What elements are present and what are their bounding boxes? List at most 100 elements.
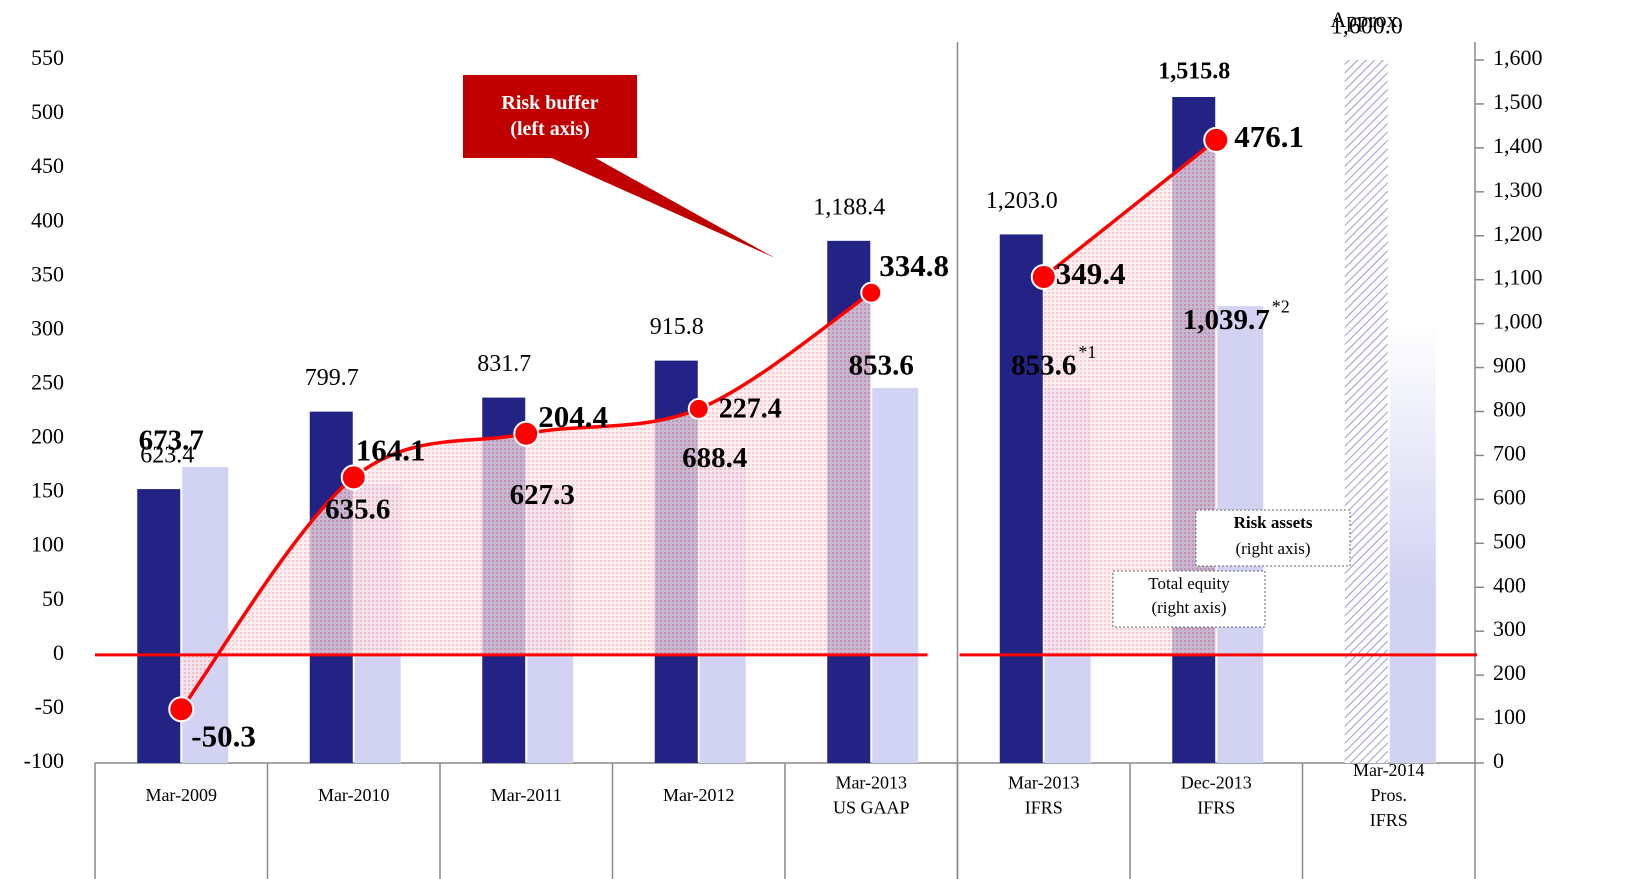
legend-name: Risk assets: [1234, 513, 1313, 532]
x-tick-label: Mar-2010: [318, 785, 390, 805]
risk-buffer-point: [687, 397, 710, 420]
risk-buffer-point: [1030, 263, 1057, 290]
total-equity-label: 623.4: [140, 443, 194, 469]
y2-tick-label: 800: [1493, 397, 1526, 422]
risk-assets-label: 853.6: [849, 350, 914, 382]
y-tick-label: -100: [24, 748, 64, 773]
y2-tick-label: 600: [1493, 484, 1526, 509]
y2-tick-label: 300: [1493, 616, 1526, 641]
y-tick-label: 150: [31, 478, 64, 503]
y-tick-label: 300: [31, 315, 64, 340]
x-tick-label: Mar-2012: [663, 785, 735, 805]
y2-tick-label: 0: [1493, 748, 1504, 773]
x-tick-label-line: Mar-2010: [318, 785, 390, 805]
x-tick-label-line: Mar-2013: [835, 773, 907, 793]
annotation: Approx.: [1330, 7, 1403, 32]
y2-tick-label: 1,200: [1493, 221, 1543, 246]
callout-name: Risk buffer: [501, 92, 598, 114]
risk-buffer-callout: Risk buffer (left axis): [463, 75, 775, 258]
callout-text: Risk buffer (left axis): [501, 92, 598, 140]
y2-tick-label: 500: [1493, 528, 1526, 553]
footnote-mark: *2: [1272, 296, 1290, 316]
y2-tick-label: 1,000: [1493, 309, 1543, 334]
risk-assets-label: 853.6: [1011, 350, 1076, 382]
risk-buffer-point: [513, 420, 540, 447]
x-tick-label-line: Mar-2012: [663, 785, 735, 805]
risk-buffer-label: 227.4: [719, 393, 782, 424]
legend-box: [1195, 509, 1351, 567]
x-tick-label-line: IFRS: [1370, 810, 1408, 830]
risk-buffer-label: 476.1: [1234, 119, 1304, 154]
x-tick-label-line: IFRS: [1197, 798, 1235, 818]
x-tick-label: Mar-2011: [491, 785, 562, 805]
risk-assets-label: 673.7: [139, 425, 204, 457]
x-tick-label: Mar-2014 Pros. IFRS: [1353, 760, 1425, 830]
total-equity-label: 831.7: [477, 351, 531, 377]
risk-buffer-point: [340, 464, 367, 491]
risk-assets-label: 627.3: [510, 479, 575, 511]
risk-buffer-point: [1203, 126, 1230, 153]
risk-buffer-label: 349.4: [1056, 256, 1126, 291]
risk-buffer-label: 204.4: [538, 399, 608, 434]
total-equity-label: 915.8: [650, 314, 704, 340]
risk-buffer-point: [168, 696, 195, 723]
y2-tick-label: 900: [1493, 353, 1526, 378]
y-tick-label: 50: [42, 586, 64, 611]
total-equity-label: 799.7: [305, 365, 359, 391]
x-tick-label-line: Mar-2013: [1008, 773, 1080, 793]
x-tick-label-line: Pros.: [1370, 785, 1407, 805]
y-tick-label: 250: [31, 370, 64, 395]
x-tick-label-line: Mar-2009: [145, 785, 217, 805]
y2-tick-label: 1,600: [1493, 45, 1543, 70]
y2-tick-label: 100: [1493, 704, 1526, 729]
x-tick-label-line: Mar-2014: [1353, 760, 1425, 780]
y-tick-label: 350: [31, 261, 64, 286]
x-tick-label: Dec-2013 IFRS: [1181, 773, 1252, 818]
y2-tick-label: 1,400: [1493, 133, 1543, 158]
legend-box: [1112, 570, 1266, 628]
risk-buffer-area: [1043, 139, 1217, 655]
risk-buffer-area: [181, 292, 872, 710]
x-tick-label-line: Mar-2011: [491, 785, 562, 805]
x-tick-label: Mar-2009: [145, 785, 217, 805]
risk-buffer-label: -50.3: [191, 718, 256, 753]
y-tick-label: 500: [31, 99, 64, 124]
callout-box: [463, 75, 637, 158]
risk-assets-label: 688.4: [682, 442, 747, 474]
total-equity-bar: [1344, 60, 1388, 763]
risk-assets-bar: [872, 387, 919, 763]
y2-tick-label: 700: [1493, 440, 1526, 465]
total-equity-bar: [999, 234, 1043, 763]
y-tick-label: 100: [31, 532, 64, 557]
legend-name: Total equity: [1148, 574, 1230, 593]
y2-tick-label: 200: [1493, 660, 1526, 685]
y2-tick-label: 1,300: [1493, 177, 1543, 202]
x-tick-label-line: Dec-2013: [1181, 773, 1252, 793]
risk-assets-label: 1,039.7: [1183, 304, 1270, 336]
risk-buffer-label: 334.8: [879, 248, 949, 283]
risk-assets-label: 635.6: [325, 493, 390, 525]
x-tick-label-line: US GAAP: [833, 798, 910, 818]
legend-note: (right axis): [1235, 539, 1310, 558]
x-tick-label: Mar-2013 IFRS: [1008, 773, 1080, 818]
legend-text: Risk assets (right axis): [1234, 513, 1313, 558]
legend-note: (right axis): [1151, 598, 1226, 617]
risk-buffer-line: [1042, 138, 1218, 279]
total-equity-label: 1,203.0: [986, 188, 1058, 214]
y2-tick-label: 1,500: [1493, 89, 1543, 114]
y-tick-label: 450: [31, 153, 64, 178]
y-tick-label: 400: [31, 207, 64, 232]
total-equity-bar: [137, 489, 181, 763]
y2-tick-label: 400: [1493, 572, 1526, 597]
risk-buffer-label: 164.1: [356, 432, 426, 467]
y2-tick-label: 1,100: [1493, 265, 1543, 290]
callout-note: (left axis): [510, 118, 589, 140]
footnote-mark: *1: [1078, 342, 1096, 362]
risk-buffer-point: [860, 281, 883, 304]
risk-assets-bar: [1389, 323, 1436, 763]
x-tick-label-line: IFRS: [1025, 798, 1063, 818]
total-equity-label: 1,515.8: [1158, 58, 1230, 84]
callout-pointer: [545, 155, 775, 258]
y-tick-label: 200: [31, 424, 64, 449]
